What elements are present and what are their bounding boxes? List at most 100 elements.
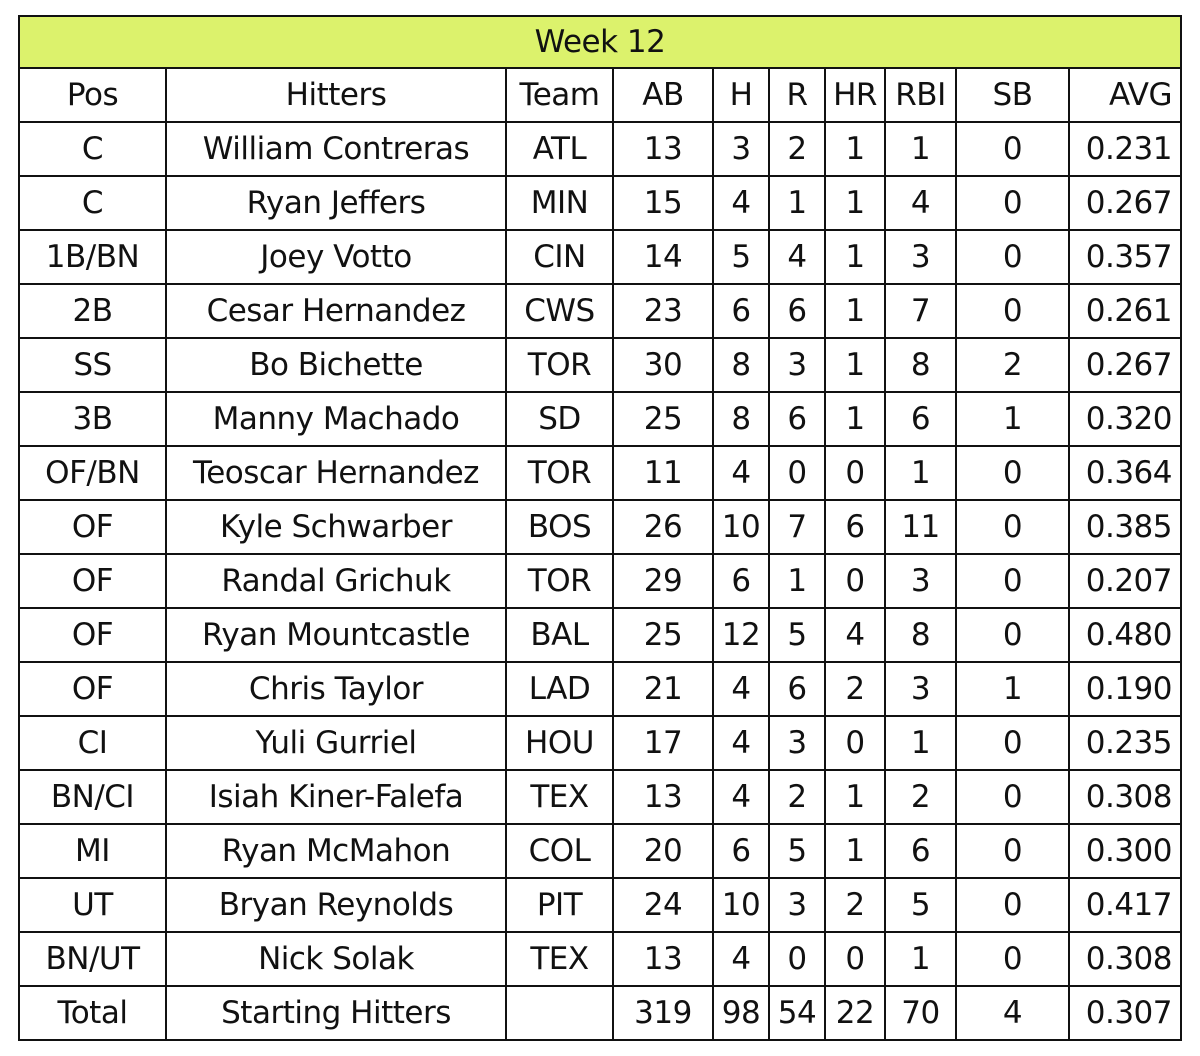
table-cell: 17 [612, 715, 714, 771]
table-cell: HR [824, 67, 886, 123]
table-cell: OF/BN [18, 445, 167, 501]
table-cell: 1 [824, 283, 886, 339]
table-cell: 2 [884, 769, 957, 825]
table-cell: Yuli Gurriel [165, 715, 507, 771]
table-cell [505, 985, 614, 1041]
table-cell: CI [18, 715, 167, 771]
table-cell: 0.385 [1068, 499, 1182, 555]
table-cell: CWS [505, 283, 614, 339]
table-cell: 14 [612, 229, 714, 285]
data-row: Total Starting Hitters 319 98 54 22 70 4 0.307 [18, 985, 1182, 1041]
table-cell: 13 [612, 769, 714, 825]
table-cell: 0 [955, 877, 1070, 933]
table-cell: 0.300 [1068, 823, 1182, 879]
table-cell: 12 [712, 607, 770, 663]
table-cell: TOR [505, 553, 614, 609]
table-cell: 4 [768, 229, 826, 285]
table-cell: UT [18, 877, 167, 933]
table-cell: Total [18, 985, 167, 1041]
table-cell: 3 [768, 337, 826, 393]
table-cell: 30 [612, 337, 714, 393]
table-cell: 6 [884, 391, 957, 447]
table-cell: 8 [712, 391, 770, 447]
table-cell: 1 [955, 661, 1070, 717]
data-row: 2B Cesar Hernandez CWS 23 6 6 1 7 0 0.261 [18, 283, 1182, 339]
table-cell: 0.235 [1068, 715, 1182, 771]
table-cell: 3 [884, 661, 957, 717]
table-cell: BAL [505, 607, 614, 663]
table-cell: BOS [505, 499, 614, 555]
table-cell: 7 [884, 283, 957, 339]
table-cell: 2 [768, 769, 826, 825]
table-cell: LAD [505, 661, 614, 717]
table-cell: 4 [712, 931, 770, 987]
table-cell: Chris Taylor [165, 661, 507, 717]
table-cell: 10 [712, 499, 770, 555]
table-cell: 8 [884, 337, 957, 393]
table-cell: SS [18, 337, 167, 393]
table-cell: 0 [824, 445, 886, 501]
table-cell: C [18, 175, 167, 231]
table-cell: SD [505, 391, 614, 447]
table-cell: 0 [955, 931, 1070, 987]
table-cell: 0.417 [1068, 877, 1182, 933]
table-cell: 13 [612, 121, 714, 177]
data-row: C William Contreras ATL 13 3 2 1 1 0 0.231 [18, 121, 1182, 177]
table-cell: 1 [824, 337, 886, 393]
table-cell: 0.308 [1068, 769, 1182, 825]
data-row: OF/BN Teoscar Hernandez TOR 11 4 0 0 1 0 0.364 [18, 445, 1182, 501]
table-cell: SB [955, 67, 1070, 123]
table-cell: 1 [824, 121, 886, 177]
table-cell: OF [18, 661, 167, 717]
data-row: MI Ryan McMahon COL 20 6 5 1 6 0 0.300 [18, 823, 1182, 879]
table-cell: 0 [824, 553, 886, 609]
table-cell: ATL [505, 121, 614, 177]
table-cell: 4 [712, 661, 770, 717]
table-cell: 22 [824, 985, 886, 1041]
table-cell: 319 [612, 985, 714, 1041]
table-cell: 4 [824, 607, 886, 663]
table-cell: 4 [884, 175, 957, 231]
table-body: Week 12 Pos Hitters Team AB H R HR RBI SB AVG C Wil… [18, 15, 1182, 1041]
table-cell: 1B/BN [18, 229, 167, 285]
table-cell: Joey Votto [165, 229, 507, 285]
table-cell: 98 [712, 985, 770, 1041]
table-cell: 21 [612, 661, 714, 717]
table-cell: 0 [955, 715, 1070, 771]
table-cell: Bryan Reynolds [165, 877, 507, 933]
table-cell: 0 [955, 769, 1070, 825]
table-cell: 1 [824, 391, 886, 447]
table-cell: 1 [884, 715, 957, 771]
table-cell: 0.307 [1068, 985, 1182, 1041]
table-cell: 0.320 [1068, 391, 1182, 447]
data-row: SS Bo Bichette TOR 30 8 3 1 8 2 0.267 [18, 337, 1182, 393]
table-cell: 7 [768, 499, 826, 555]
table-cell: 3 [712, 121, 770, 177]
table-cell: 6 [768, 283, 826, 339]
table-cell: Nick Solak [165, 931, 507, 987]
table-cell: 6 [824, 499, 886, 555]
table-cell: Isiah Kiner-Falefa [165, 769, 507, 825]
table-cell: MI [18, 823, 167, 879]
table-cell: 3 [768, 877, 826, 933]
table-cell: TEX [505, 769, 614, 825]
table-cell: 0 [768, 931, 826, 987]
table-cell: PIT [505, 877, 614, 933]
table-cell: AB [612, 67, 714, 123]
table-cell: 8 [712, 337, 770, 393]
table-cell: 0 [955, 499, 1070, 555]
table-cell: COL [505, 823, 614, 879]
table-cell: Ryan Mountcastle [165, 607, 507, 663]
table-cell: 25 [612, 607, 714, 663]
table-cell: 6 [712, 283, 770, 339]
table-cell: 0.261 [1068, 283, 1182, 339]
table-cell: Cesar Hernandez [165, 283, 507, 339]
table-cell: 10 [712, 877, 770, 933]
table-cell: 1 [824, 175, 886, 231]
table-cell: 0.364 [1068, 445, 1182, 501]
table-cell: 0 [824, 715, 886, 771]
table-cell: 0.267 [1068, 337, 1182, 393]
table-cell: 1 [884, 121, 957, 177]
data-row: OF Randal Grichuk TOR 29 6 1 0 3 0 0.207 [18, 553, 1182, 609]
